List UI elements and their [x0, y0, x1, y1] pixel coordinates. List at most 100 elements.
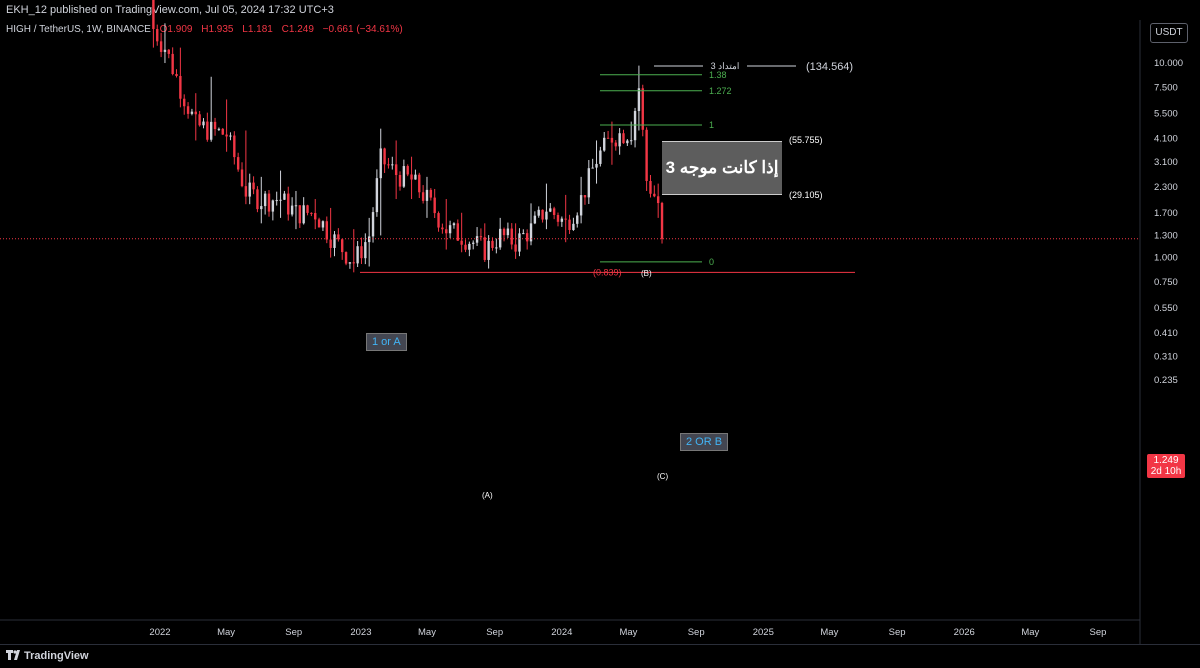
x-tick-label: May	[619, 627, 637, 638]
ohlc-close: C1.249	[281, 24, 314, 35]
candle-body	[479, 236, 483, 238]
y-tick-label: 5.500	[1154, 109, 1178, 120]
y-tick-label: 4.100	[1154, 133, 1178, 144]
fib-level-label: 1.38	[709, 70, 727, 80]
candle-body	[356, 246, 359, 264]
candle-body	[464, 244, 467, 250]
candle-body	[317, 219, 321, 228]
candle-body	[606, 137, 610, 139]
candle-body	[433, 197, 436, 214]
y-tick-label: 0.550	[1154, 303, 1178, 314]
candle-body	[314, 213, 317, 220]
candle-body	[371, 212, 375, 237]
candle-body	[236, 157, 240, 170]
ohlc-change: −0.661 (−34.61%)	[322, 24, 403, 35]
candle-body	[387, 164, 390, 166]
candle-body	[549, 208, 552, 212]
candle-body	[425, 189, 429, 201]
box-top-value: (55.755)	[789, 135, 823, 145]
candle-body	[468, 243, 471, 250]
candle-body	[217, 128, 221, 130]
candle-body	[302, 205, 305, 224]
extension-label: امتداد 3	[711, 61, 740, 71]
candle-body	[576, 215, 579, 224]
candle-body	[402, 166, 406, 187]
x-tick-label: 2024	[551, 627, 572, 638]
y-tick-label: 0.310	[1154, 352, 1178, 363]
candle-body	[603, 137, 606, 151]
candle-body	[267, 193, 271, 212]
candle-body	[441, 227, 444, 230]
candle-body	[159, 41, 163, 52]
candle-body	[244, 186, 248, 197]
candle-body	[364, 242, 367, 259]
candle-body	[614, 142, 617, 147]
candle-body	[506, 228, 510, 236]
candle-body	[186, 106, 190, 114]
candle-body	[225, 134, 228, 137]
candle-body	[298, 205, 302, 224]
candle-body	[495, 247, 498, 249]
candle-body	[483, 237, 486, 260]
wave-1-or-a-label: 1 or A	[366, 333, 407, 351]
y-tick-label: 3.100	[1154, 157, 1178, 168]
candle-body	[352, 262, 355, 264]
candle-body	[445, 229, 448, 234]
y-tick-label: 1.700	[1154, 208, 1178, 219]
candle-body	[229, 135, 232, 137]
candle-body	[379, 148, 382, 179]
candle-body	[260, 206, 263, 210]
candle-body	[398, 175, 402, 187]
candle-body	[514, 244, 517, 252]
candle-body	[622, 133, 625, 144]
candle-body	[579, 195, 583, 216]
candle-body	[510, 228, 513, 245]
tradingview-logo-text: TradingView	[24, 650, 89, 662]
wave-point-a: (A)	[482, 491, 493, 500]
fib-level-label: 0	[709, 257, 714, 267]
candle-body	[198, 114, 201, 126]
candle-body	[498, 228, 502, 248]
currency-button[interactable]: USDT	[1150, 23, 1188, 43]
candle-body	[556, 214, 560, 222]
y-tick-label: 7.500	[1154, 82, 1178, 93]
candle-body	[171, 53, 174, 74]
bar-countdown: 2d 10h	[1150, 466, 1182, 477]
candle-body	[209, 121, 213, 140]
tradingview-logo[interactable]: TradingView	[6, 650, 89, 662]
x-tick-label: 2026	[954, 627, 975, 638]
symbol-legend: HIGH / TetherUS, 1W, BINANCE O1.909 H1.9…	[6, 24, 403, 35]
candle-body	[653, 193, 656, 197]
y-tick-label: 10.000	[1154, 58, 1183, 69]
candle-body	[633, 111, 637, 141]
candle-body	[279, 199, 282, 201]
x-tick-label: 2022	[149, 627, 170, 638]
candle-body	[183, 98, 186, 107]
low-support-label: (0.839)	[593, 267, 622, 277]
candle-body	[630, 140, 633, 142]
x-tick-label: May	[217, 627, 235, 638]
candle-body	[263, 193, 267, 207]
publish-header: EKH_12 published on TradingView.com, Jul…	[0, 0, 1200, 20]
candle-body	[190, 111, 194, 114]
candle-body	[472, 242, 475, 244]
candle-body	[341, 239, 344, 253]
candle-body	[552, 208, 556, 215]
last-price-tag: 1.249 2d 10h	[1147, 454, 1185, 478]
ohlc-low: L1.181	[242, 24, 273, 35]
candle-body	[306, 205, 309, 213]
candle-body	[391, 164, 394, 166]
candle-body	[344, 252, 348, 264]
candle-body	[348, 262, 352, 264]
y-tick-label: 0.235	[1154, 375, 1178, 386]
candle-body	[294, 205, 298, 207]
candle-body	[194, 111, 197, 115]
candle-body	[475, 236, 479, 243]
candle-body	[202, 121, 205, 126]
candle-body	[414, 174, 417, 180]
candle-body	[502, 228, 506, 236]
candle-body	[410, 174, 413, 180]
price-axis	[1140, 20, 1200, 644]
x-tick-label: Sep	[688, 627, 705, 638]
